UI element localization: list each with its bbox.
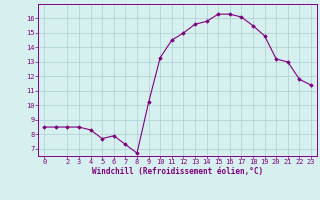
X-axis label: Windchill (Refroidissement éolien,°C): Windchill (Refroidissement éolien,°C) [92, 167, 263, 176]
